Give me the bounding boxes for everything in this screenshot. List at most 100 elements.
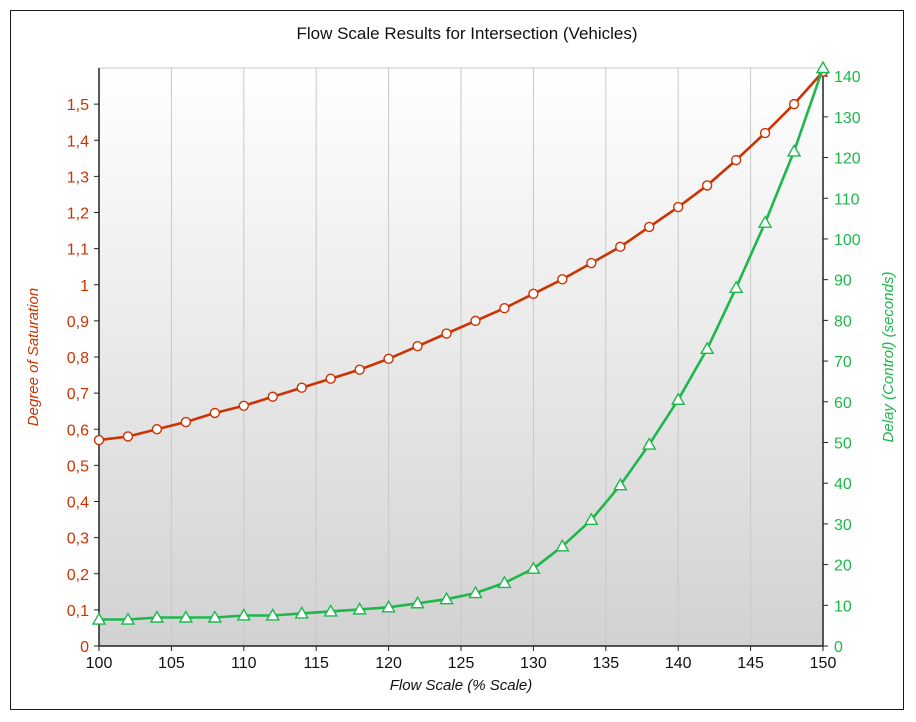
y-left-axis-title: Degree of Saturation — [25, 288, 42, 426]
degree-of-saturation-point — [673, 201, 684, 213]
y-left-tick-label: 1,5 — [67, 97, 89, 114]
delay-point — [410, 595, 425, 609]
x-tick-label: 130 — [520, 655, 547, 672]
y-right-tick-label: 70 — [834, 354, 852, 371]
delay-point — [381, 599, 396, 613]
delay-point — [149, 610, 165, 623]
degree-of-saturation-point — [238, 400, 250, 411]
y-right-tick-label: 130 — [834, 110, 861, 127]
y-right-axis-title: Delay (Control) (seconds) — [880, 272, 897, 443]
x-tick-label: 100 — [86, 655, 113, 672]
y-left-tick-label: 1 — [80, 278, 89, 295]
x-tick-label: 140 — [665, 655, 692, 672]
x-tick-label: 115 — [303, 655, 329, 672]
y-right-tick-label: 140 — [834, 69, 861, 86]
y-right-tick-label: 0 — [834, 639, 843, 656]
y-right-tick-label: 80 — [834, 313, 852, 330]
delay-point — [439, 591, 454, 605]
x-tick-label: 125 — [448, 655, 475, 672]
degree-of-saturation-point — [499, 303, 510, 314]
delay-point — [642, 437, 657, 450]
degree-of-saturation-point — [788, 98, 800, 110]
delay-point — [786, 144, 802, 157]
y-left-tick-label: 0,2 — [67, 567, 89, 584]
delay-point — [815, 60, 831, 74]
degree-of-saturation-point — [528, 288, 539, 299]
delay-point — [294, 606, 309, 619]
delay-point — [670, 392, 686, 405]
y-right-tick-label: 90 — [834, 273, 852, 290]
degree-of-saturation-point — [93, 434, 105, 446]
y-right-tick-label: 50 — [834, 435, 852, 452]
degree-of-saturation-point — [759, 127, 771, 139]
y-left-tick-label: 0,6 — [67, 422, 89, 439]
degree-of-saturation-point — [354, 364, 365, 375]
y-left-tick-label: 0,1 — [67, 603, 89, 620]
y-left-tick-label: 0,5 — [67, 458, 89, 475]
x-tick-label: 150 — [810, 655, 837, 672]
delay-point — [555, 538, 570, 552]
degree-of-saturation-point — [296, 382, 307, 393]
x-tick-label: 110 — [231, 655, 257, 672]
degree-of-saturation-point — [151, 424, 163, 435]
delay-point — [497, 575, 512, 589]
delay-point — [323, 603, 338, 617]
degree-of-saturation-point — [209, 407, 221, 419]
y-left-tick-label: 0,8 — [67, 350, 89, 367]
axes — [94, 68, 828, 651]
degree-of-saturation-point — [412, 340, 423, 352]
y-left-tick-label: 1,1 — [67, 242, 89, 259]
delay-point — [178, 610, 194, 623]
degree-of-saturation-point — [325, 373, 336, 384]
degree-of-saturation-point — [586, 257, 597, 269]
y-left-tick-label: 0,4 — [67, 495, 89, 512]
y-right-tick-label: 10 — [834, 598, 852, 615]
delay-point — [699, 341, 715, 355]
degree-of-saturation-point — [730, 154, 742, 166]
y-left-tick-label: 0 — [80, 639, 89, 656]
grid-lines — [170, 68, 752, 646]
degree-of-saturation-point — [267, 391, 278, 402]
y-left-tick-label: 1,3 — [67, 169, 89, 186]
delay-point — [757, 215, 773, 228]
delay-point — [584, 512, 599, 526]
degree-of-saturation-point — [470, 315, 481, 327]
y-left-tick-label: 0,3 — [67, 531, 89, 548]
y-left-tick-label: 1,4 — [67, 133, 89, 150]
y-left-tick-label: 1,2 — [67, 206, 89, 223]
degree-of-saturation-point — [615, 241, 626, 253]
y-left-tick-label: 0,7 — [67, 386, 89, 403]
y-right-tick-label: 100 — [834, 232, 861, 249]
degree-of-saturation-point — [180, 416, 192, 428]
y-right-tick-label: 110 — [834, 191, 860, 208]
y-right-tick-label: 30 — [834, 517, 852, 534]
degree-of-saturation-point — [122, 431, 134, 442]
delay-point — [468, 585, 483, 599]
degree-of-saturation-point — [701, 180, 713, 191]
delay-point — [236, 608, 252, 621]
y-right-tick-label: 20 — [834, 558, 852, 575]
delay-point — [207, 610, 223, 623]
x-axis-title: Flow Scale (% Scale) — [390, 677, 533, 694]
degree-of-saturation-point — [441, 328, 452, 339]
delay-point — [120, 612, 136, 625]
degree-of-saturation-point — [383, 353, 394, 365]
delay-point — [526, 561, 541, 574]
tick-labels: 100 105 110 115 120 125 130 135 140 145 15000,10,2… — [67, 69, 861, 672]
x-tick-label: 120 — [375, 655, 402, 672]
x-tick-label: 145 — [737, 655, 764, 672]
y-right-tick-label: 40 — [834, 476, 852, 493]
delay-point — [91, 612, 107, 625]
delay-line — [99, 67, 825, 621]
delay-point — [352, 601, 367, 615]
y-left-tick-label: 0,9 — [67, 314, 89, 331]
series-layer — [91, 60, 831, 625]
x-tick-label: 135 — [592, 655, 619, 672]
degree-of-saturation-point — [644, 221, 655, 233]
chart-title: Flow Scale Results for Intersection (Veh… — [296, 24, 637, 43]
delay-point — [265, 608, 280, 621]
delay-point — [613, 477, 628, 491]
y-right-tick-label: 60 — [834, 395, 852, 412]
y-right-tick-label: 120 — [834, 151, 861, 168]
